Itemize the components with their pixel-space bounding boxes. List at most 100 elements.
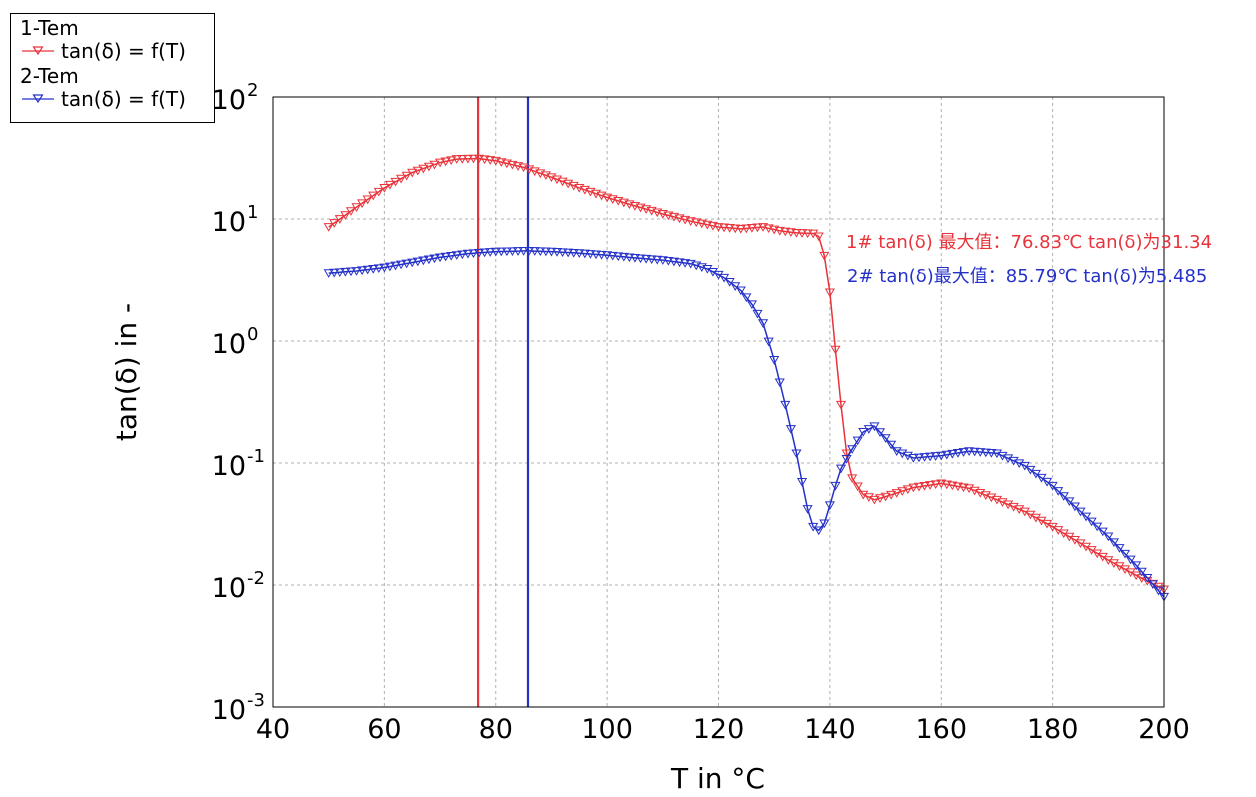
data-point-marker xyxy=(930,452,941,461)
data-point-marker xyxy=(941,450,952,460)
data-point-marker xyxy=(390,177,401,187)
data-point-marker xyxy=(418,164,429,174)
data-point-marker xyxy=(457,155,468,164)
data-point-marker xyxy=(496,247,507,257)
data-point-marker xyxy=(908,483,919,493)
y-tick-label: 10 -2 xyxy=(212,568,265,604)
y-tick-label: 10 -1 xyxy=(212,446,265,482)
x-axis-label: T in °C xyxy=(670,762,765,795)
data-point-marker xyxy=(774,378,785,388)
data-point-marker xyxy=(535,247,546,257)
data-point-marker xyxy=(373,187,384,197)
data-point-marker xyxy=(897,487,908,496)
series-2 xyxy=(323,246,1170,602)
x-tick-label: 200 xyxy=(1138,714,1190,745)
data-point-marker xyxy=(952,482,964,492)
data-point-marker xyxy=(796,229,808,238)
data-point-marker xyxy=(473,248,485,258)
data-point-marker xyxy=(613,252,624,262)
data-point-marker xyxy=(574,249,585,258)
data-point-marker xyxy=(752,309,763,319)
x-tick-label: 120 xyxy=(693,714,745,745)
data-point-marker xyxy=(958,448,969,457)
data-point-marker xyxy=(830,345,841,355)
y-tick-exponent: 1 xyxy=(247,202,258,223)
data-point-marker xyxy=(357,266,368,276)
y-tick-base: 10 xyxy=(212,451,246,482)
data-point-marker xyxy=(919,453,930,462)
data-point-marker xyxy=(518,247,529,256)
data-point-marker xyxy=(936,451,947,461)
y-tick-exponent: -2 xyxy=(247,568,265,589)
data-point-marker xyxy=(557,248,568,258)
data-point-marker xyxy=(913,482,925,492)
data-point-marker xyxy=(1047,481,1058,491)
data-point-marker xyxy=(958,483,969,493)
data-point-marker xyxy=(540,247,551,257)
data-point-marker xyxy=(396,174,407,184)
data-point-marker xyxy=(858,427,869,437)
data-point-marker xyxy=(512,247,524,256)
data-point-marker xyxy=(735,286,746,296)
data-point-marker xyxy=(446,251,457,261)
data-point-marker xyxy=(930,480,941,490)
data-point-marker xyxy=(563,248,574,258)
data-point-marker xyxy=(735,224,746,234)
data-point-marker xyxy=(551,248,563,257)
data-point-marker xyxy=(947,481,958,491)
data-point-marker xyxy=(819,519,830,529)
data-point-marker xyxy=(362,265,373,275)
legend-group-title-1: 1-Tem xyxy=(20,16,79,40)
y-tick-exponent: 0 xyxy=(247,324,258,345)
data-point-marker xyxy=(524,246,535,256)
data-point-marker xyxy=(529,247,540,256)
red-line-triangle-icon xyxy=(22,46,54,56)
grid-lines xyxy=(273,97,1164,707)
y-tick-label: 10 0 xyxy=(212,324,259,360)
data-point-marker xyxy=(345,207,357,216)
data-point-marker xyxy=(635,254,646,264)
plot-frame xyxy=(272,96,1165,708)
series-line xyxy=(328,250,1165,598)
data-point-marker xyxy=(501,159,512,169)
data-point-marker xyxy=(440,252,451,262)
annotation-2: 2# tan(δ)最大值：85.79℃ tan(δ)为5.485 xyxy=(847,266,1207,287)
data-point-marker xyxy=(802,229,813,239)
data-point-marker xyxy=(479,248,490,258)
data-point-marker xyxy=(1153,586,1164,596)
y-tick-exponent: 2 xyxy=(247,80,258,101)
data-point-marker xyxy=(440,157,451,167)
data-point-marker xyxy=(696,219,707,229)
data-point-marker xyxy=(485,248,496,257)
data-point-marker xyxy=(434,158,446,168)
y-tick-label: 10 2 xyxy=(212,80,259,116)
data-point-marker xyxy=(741,224,752,234)
data-point-marker xyxy=(351,203,362,212)
data-point-marker xyxy=(373,264,384,274)
data-point-marker xyxy=(964,447,975,456)
data-point-marker xyxy=(980,448,991,458)
data-point-marker xyxy=(329,268,340,278)
data-point-marker xyxy=(891,489,902,498)
data-point-marker xyxy=(1069,502,1080,512)
y-tick-base: 10 xyxy=(212,85,246,116)
x-tick-label: 80 xyxy=(479,714,513,745)
x-tick-label: 180 xyxy=(1027,714,1079,745)
data-point-marker xyxy=(351,267,362,276)
data-point-marker xyxy=(507,247,518,257)
data-point-marker xyxy=(423,255,434,265)
data-point-marker xyxy=(429,254,440,264)
data-point-marker xyxy=(546,247,557,257)
data-point-marker xyxy=(468,154,479,164)
data-point-marker xyxy=(830,481,841,491)
data-point-marker xyxy=(752,223,763,233)
data-point-marker xyxy=(657,256,668,265)
data-point-marker xyxy=(702,220,713,230)
data-point-marker xyxy=(947,449,958,459)
data-point-marker xyxy=(847,474,858,484)
data-point-marker xyxy=(457,250,468,260)
data-point-marker xyxy=(908,454,919,463)
y-tick-base: 10 xyxy=(212,695,246,726)
data-point-marker xyxy=(585,250,596,259)
data-point-marker xyxy=(813,526,824,536)
